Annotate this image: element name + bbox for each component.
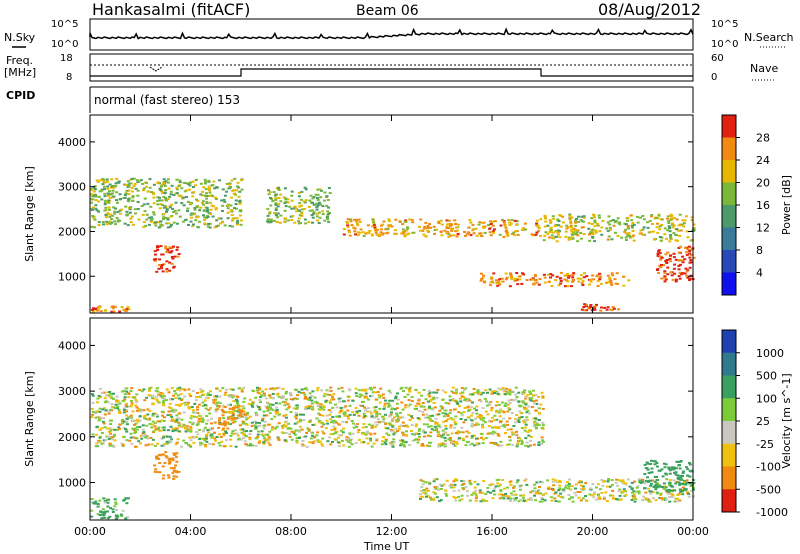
colorbar-label-power-1: 8: [756, 244, 763, 257]
ytick-label-velocity-2000: 2000: [58, 431, 86, 444]
colorbar-cell: [722, 115, 736, 138]
colorbar-cell: [722, 443, 736, 467]
xtick-label-3: 12:00: [376, 525, 408, 538]
cpid-value: normal (fast stereo) 153: [94, 93, 241, 107]
scatter-region-power-2: [266, 186, 332, 225]
colorbar-cell: [722, 352, 736, 376]
xtick-label-4: 16:00: [476, 525, 508, 538]
freq-tick-hi: 18: [60, 53, 73, 64]
colorbar-title-velocity: Velocity [m s^-1]: [780, 373, 793, 468]
nave-tick-hi: 60: [711, 53, 724, 64]
noise-tick-lo-left: 10^0: [51, 39, 79, 50]
scatter-region-power-5: [479, 271, 631, 288]
scatter-region-velocity-4: [643, 459, 696, 493]
xtick-label-5: 20:00: [577, 525, 609, 538]
colorbar-label-velocity-0: 1000: [756, 347, 784, 360]
colorbar-title-power: Power [dB]: [780, 175, 793, 235]
ytick-label-velocity-1000: 1000: [58, 477, 86, 490]
freq-tick-lo: 8: [66, 72, 73, 83]
colorbar-label-power-3: 16: [756, 199, 770, 212]
freq-label-1: Freq.: [6, 54, 34, 67]
ytick-label-power-4000: 4000: [58, 136, 86, 149]
scatter-region-velocity-5: [90, 497, 130, 520]
ylabel-power: Slant Range [km]: [23, 166, 36, 262]
xtick-label-2: 08:00: [275, 525, 307, 538]
scatter-region-power-3: [342, 218, 543, 238]
scatter-region-velocity-3: [419, 478, 695, 503]
colorbar-label-power-0: 4: [756, 267, 763, 280]
nave-line: [90, 68, 693, 77]
colorbar-label-power-2: 12: [756, 222, 770, 235]
scatter-region-power-7: [656, 245, 696, 283]
scatter-region-velocity-1: [153, 451, 181, 480]
nave-tick-lo: 0: [711, 72, 718, 83]
colorbar-cell: [722, 330, 736, 354]
colorbar-cell: [722, 466, 736, 490]
colorbar-cell: [722, 227, 736, 251]
colorbar-cell: [722, 205, 736, 228]
colorbar-cell: [722, 489, 736, 513]
nsky-label: N.Sky: [4, 31, 36, 44]
ytick-label-power-1000: 1000: [58, 270, 86, 283]
noise-tick-lo-right: 10^0: [711, 39, 739, 50]
scatter-region-power-0: [90, 177, 244, 229]
colorbar-cell: [722, 421, 736, 445]
colorbar-cell: [722, 272, 736, 296]
freq-dip: [149, 66, 163, 72]
colorbar-label-velocity-2: 100: [756, 392, 777, 405]
ytick-label-power-2000: 2000: [58, 225, 86, 238]
colorbar-cell: [722, 137, 736, 161]
heatmap-velocity: [90, 386, 696, 520]
colorbar-label-velocity-4: -25: [756, 438, 774, 451]
freq-panel-frame: [89, 53, 694, 82]
colorbar-cell: [722, 398, 736, 422]
colorbar-label-power-6: 28: [756, 132, 770, 145]
xaxis-label: Time UT: [364, 540, 410, 553]
colorbar-label-velocity-6: -500: [756, 483, 781, 496]
noise-tick-hi-left: 10^5: [51, 19, 79, 30]
colorbar-label-velocity-3: 25: [756, 415, 770, 428]
beam-title: Beam 06: [356, 3, 419, 19]
scatter-region-power-4: [542, 213, 696, 243]
scatter-region-velocity-0: [90, 386, 545, 448]
ytick-label-velocity-3000: 3000: [58, 385, 86, 398]
colorbar-cell: [722, 160, 736, 183]
colorbar-cell: [722, 375, 736, 399]
colorbar-label-power-4: 20: [756, 177, 770, 190]
xtick-label-0: 00:00: [74, 525, 106, 538]
ytick-label-power-3000: 3000: [58, 181, 86, 194]
colorbar-label-power-5: 24: [756, 154, 770, 167]
date-title: 08/Aug/2012: [598, 0, 702, 19]
freq-label-2: [MHz]: [4, 66, 37, 79]
scatter-region-velocity-2: [216, 405, 244, 430]
nsearch-label: N.Search: [744, 31, 794, 44]
noise-sky-line: [89, 27, 694, 40]
scatter-region-power-8: [90, 305, 131, 313]
xtick-label-6: 00:00: [677, 525, 709, 538]
colorbar-cell: [722, 182, 736, 206]
colorbar-cell: [722, 250, 736, 273]
ytick-label-velocity-4000: 4000: [58, 339, 86, 352]
xtick-label-1: 04:00: [175, 525, 207, 538]
scatter-region-power-1: [152, 245, 181, 273]
colorbar-label-velocity-1: 500: [756, 370, 777, 383]
scatter-region-power-6: [580, 303, 621, 312]
station-title: Hankasalmi (fitACF): [92, 0, 251, 19]
heatmap-power: [90, 177, 696, 313]
cpid-label: CPID: [6, 89, 36, 102]
nave-label: Nave: [750, 62, 779, 75]
colorbar-label-velocity-5: -100: [756, 461, 781, 474]
ylabel-velocity: Slant Range [km]: [23, 371, 36, 467]
noise-tick-hi-right: 10^5: [711, 19, 739, 30]
colorbar-label-velocity-7: -1000: [756, 506, 788, 519]
